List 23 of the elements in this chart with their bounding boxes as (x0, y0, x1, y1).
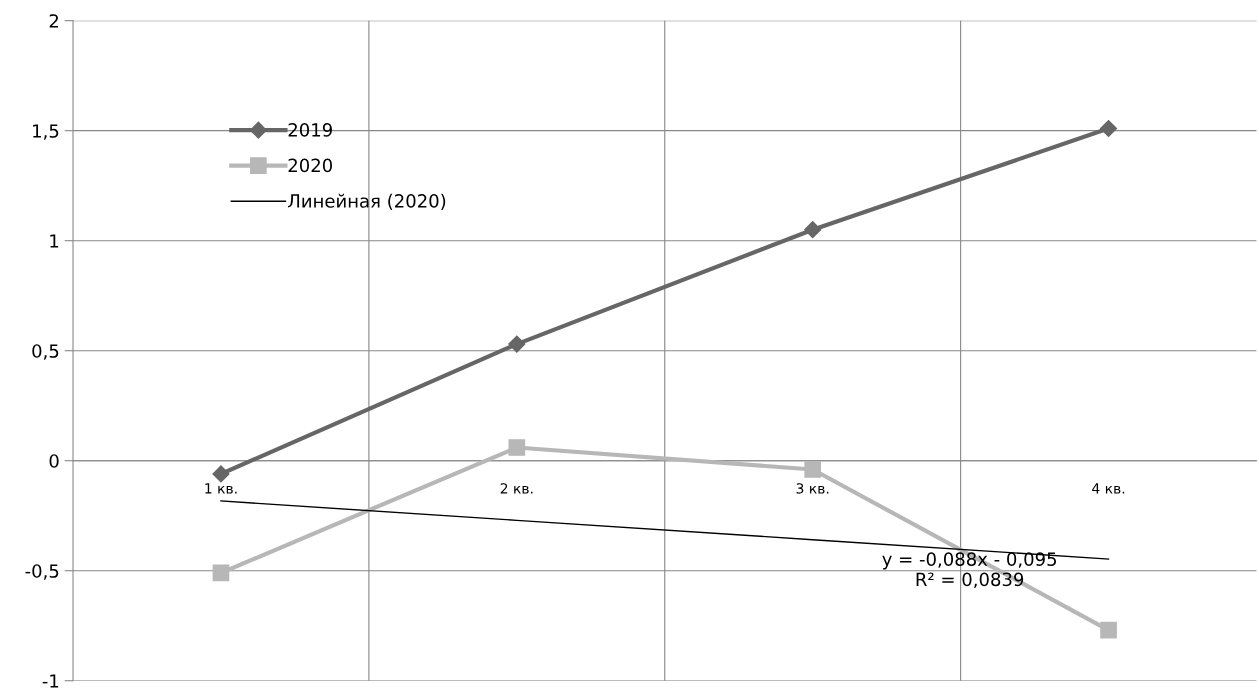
x-tick-label: 3 кв. (796, 483, 829, 494)
point (804, 221, 822, 239)
point (508, 335, 526, 353)
x-tick-label: 4 кв. (1092, 483, 1125, 494)
y-tick-label: 0 (49, 454, 59, 468)
y-tick-label: 2 (49, 14, 59, 28)
point (1099, 119, 1118, 138)
point (212, 564, 230, 582)
y-tick-label: -0,5 (25, 564, 59, 580)
y-tick-label: -1 (42, 674, 59, 688)
y-tick-label: 1 (50, 234, 59, 248)
legend-label: 2019 (288, 123, 332, 137)
annotation: y = -0,088x - 0,095 R² = 0,0839 (882, 552, 1057, 589)
y-tick-label: 1,5 (33, 124, 59, 140)
legend-label: 2020 (288, 158, 333, 173)
point (1100, 621, 1117, 639)
legend-label: Линейная (2020) (288, 193, 446, 210)
x-tick-label: 1 кв. (205, 483, 237, 494)
point (508, 439, 526, 456)
point (212, 465, 230, 483)
y-tick-label: 0,5 (32, 344, 59, 360)
point (804, 461, 822, 478)
x-tick-label: 2 кв. (500, 483, 533, 494)
